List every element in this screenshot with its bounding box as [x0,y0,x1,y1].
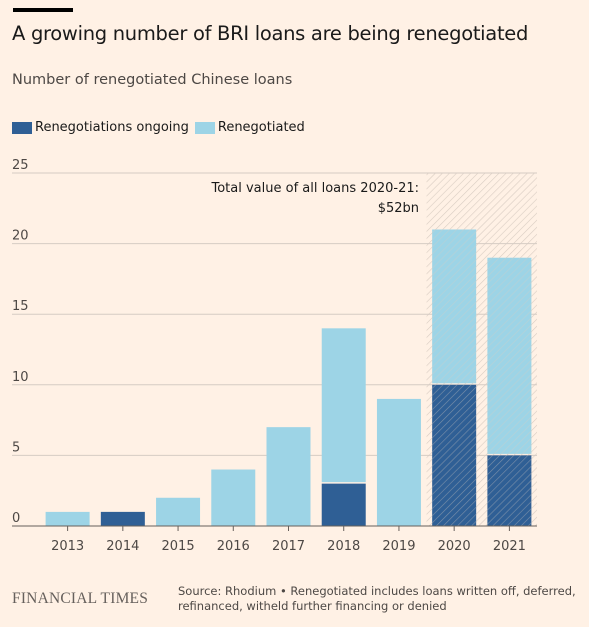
legend-item-ongoing: Renegotiations ongoing [12,120,189,135]
bar-ongoing-2014 [100,511,145,526]
legend-item-renegotiated: Renegotiated [194,120,305,135]
y-tick-label: 20 [12,229,29,244]
bar-renegotiated-2018 [321,328,366,483]
x-tick-label: 2019 [382,539,415,554]
legend-label-ongoing: Renegotiations ongoing [35,120,189,135]
x-tick-label: 2013 [51,539,84,554]
legend-swatch-renegotiated [194,121,215,134]
y-tick-label: 0 [12,511,20,526]
chart-title: A growing number of BRI loans are being … [12,22,529,45]
bar-renegotiated-2015 [156,497,201,526]
bar-hatch-overlay-2021 [487,257,532,454]
bar-chart: 0 5 10 15 20 25 2013 2014 2015 2016 2017 2018 2019 20… [12,158,537,554]
source-note: Source: Rhodium • Renegotiated includes … [178,584,576,613]
x-tick-label: 2016 [217,539,250,554]
y-tick-label: 25 [12,158,29,173]
y-tick-label: 10 [12,370,29,385]
chart-subtitle: Number of renegotiated Chinese loans [12,72,293,88]
x-tick-label: 2015 [162,539,195,554]
bar-renegotiated-2017 [266,427,311,526]
bar-hatch-overlay-2021 [487,455,532,526]
ft-logo: FINANCIAL TIMES [12,590,149,607]
legend: Renegotiations ongoing Renegotiated [12,120,311,135]
x-tick-label: 2017 [272,539,305,554]
bar-renegotiated-2016 [211,469,256,526]
x-tick-label: 2014 [106,539,139,554]
bar-ongoing-2018 [321,483,366,526]
y-tick-label: 15 [12,299,29,314]
legend-swatch-ongoing [12,121,32,134]
bar-renegotiated-2013 [45,511,90,526]
bar-renegotiated-2019 [376,398,421,526]
legend-label-renegotiated: Renegotiated [217,120,305,135]
x-tick-label: 2021 [493,539,526,554]
x-tick-label: 2018 [327,539,360,554]
bar-hatch-overlay-2020 [432,229,477,384]
x-tick-label: 2020 [438,539,471,554]
header-accent-bar [13,8,73,12]
annotation-line-2: $52bn [378,201,419,216]
bar-hatch-overlay-2020 [432,384,477,526]
y-tick-label: 5 [12,440,20,455]
annotation-line-1: Total value of all loans 2020-21: [211,181,420,196]
